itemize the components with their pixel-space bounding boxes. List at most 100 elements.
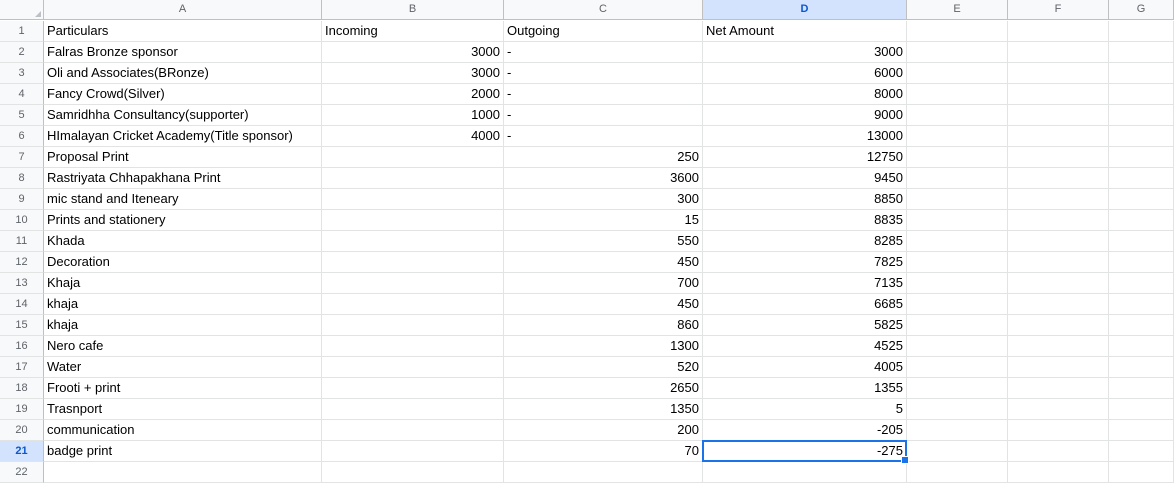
cell-c3[interactable]: - (504, 63, 703, 84)
cell-g16[interactable] (1109, 336, 1174, 357)
cell-g13[interactable] (1109, 273, 1174, 294)
cell-a17[interactable]: Water (44, 357, 322, 378)
cell-f21[interactable] (1008, 441, 1109, 462)
cell-d22[interactable] (703, 462, 907, 483)
row-header[interactable]: 18 (0, 378, 44, 399)
row-header[interactable]: 8 (0, 168, 44, 189)
cell-c2[interactable]: - (504, 42, 703, 63)
row-header[interactable]: 16 (0, 336, 44, 357)
column-header-c[interactable]: C (504, 0, 703, 20)
cell-c4[interactable]: - (504, 84, 703, 105)
cell-e10[interactable] (907, 210, 1008, 231)
cell-c22[interactable] (504, 462, 703, 483)
cell-b15[interactable] (322, 315, 504, 336)
cell-b5[interactable]: 1000 (322, 105, 504, 126)
cell-a13[interactable]: Khaja (44, 273, 322, 294)
cell-g4[interactable] (1109, 84, 1174, 105)
cell-a7[interactable]: Proposal Print (44, 147, 322, 168)
cell-f12[interactable] (1008, 252, 1109, 273)
cell-b18[interactable] (322, 378, 504, 399)
cell-d6[interactable]: 13000 (703, 126, 907, 147)
cell-f14[interactable] (1008, 294, 1109, 315)
cell-g3[interactable] (1109, 63, 1174, 84)
cell-g15[interactable] (1109, 315, 1174, 336)
cell-b12[interactable] (322, 252, 504, 273)
cell-c16[interactable]: 1300 (504, 336, 703, 357)
cell-g10[interactable] (1109, 210, 1174, 231)
cell-d5[interactable]: 9000 (703, 105, 907, 126)
cell-f16[interactable] (1008, 336, 1109, 357)
cell-f3[interactable] (1008, 63, 1109, 84)
cell-d12[interactable]: 7825 (703, 252, 907, 273)
cell-d4[interactable]: 8000 (703, 84, 907, 105)
cell-a11[interactable]: Khada (44, 231, 322, 252)
cell-b11[interactable] (322, 231, 504, 252)
cell-d17[interactable]: 4005 (703, 357, 907, 378)
cell-e21[interactable] (907, 441, 1008, 462)
cell-b22[interactable] (322, 462, 504, 483)
cell-g11[interactable] (1109, 231, 1174, 252)
cell-e12[interactable] (907, 252, 1008, 273)
cell-g2[interactable] (1109, 42, 1174, 63)
cell-f22[interactable] (1008, 462, 1109, 483)
cell-c6[interactable]: - (504, 126, 703, 147)
cell-f18[interactable] (1008, 378, 1109, 399)
cell-g20[interactable] (1109, 420, 1174, 441)
cell-b16[interactable] (322, 336, 504, 357)
cell-b2[interactable]: 3000 (322, 42, 504, 63)
cell-f11[interactable] (1008, 231, 1109, 252)
cell-e11[interactable] (907, 231, 1008, 252)
cell-c9[interactable]: 300 (504, 189, 703, 210)
cell-f7[interactable] (1008, 147, 1109, 168)
cell-c21[interactable]: 70 (504, 441, 703, 462)
select-all-corner[interactable] (0, 0, 44, 20)
cell-e6[interactable] (907, 126, 1008, 147)
cell-e20[interactable] (907, 420, 1008, 441)
cell-e1[interactable] (907, 21, 1008, 42)
cell-d20[interactable]: -205 (703, 420, 907, 441)
cell-a10[interactable]: Prints and stationery (44, 210, 322, 231)
cell-d9[interactable]: 8850 (703, 189, 907, 210)
cell-a21[interactable]: badge print (44, 441, 322, 462)
cell-c13[interactable]: 700 (504, 273, 703, 294)
cell-f15[interactable] (1008, 315, 1109, 336)
cell-a18[interactable]: Frooti + print (44, 378, 322, 399)
cell-a5[interactable]: Samridhha Consultancy(supporter) (44, 105, 322, 126)
cell-f13[interactable] (1008, 273, 1109, 294)
cell-a16[interactable]: Nero cafe (44, 336, 322, 357)
cell-c11[interactable]: 550 (504, 231, 703, 252)
cell-c5[interactable]: - (504, 105, 703, 126)
cell-b20[interactable] (322, 420, 504, 441)
row-header[interactable]: 5 (0, 105, 44, 126)
cell-e5[interactable] (907, 105, 1008, 126)
cell-e14[interactable] (907, 294, 1008, 315)
row-header[interactable]: 11 (0, 231, 44, 252)
cell-e8[interactable] (907, 168, 1008, 189)
cell-c7[interactable]: 250 (504, 147, 703, 168)
cell-a22[interactable] (44, 462, 322, 483)
cell-a12[interactable]: Decoration (44, 252, 322, 273)
row-header[interactable]: 17 (0, 357, 44, 378)
cell-e2[interactable] (907, 42, 1008, 63)
cell-g8[interactable] (1109, 168, 1174, 189)
cell-b3[interactable]: 3000 (322, 63, 504, 84)
cell-c10[interactable]: 15 (504, 210, 703, 231)
cell-e4[interactable] (907, 84, 1008, 105)
cell-f8[interactable] (1008, 168, 1109, 189)
cell-b1[interactable]: Incoming (322, 21, 504, 42)
cell-b8[interactable] (322, 168, 504, 189)
row-header[interactable]: 19 (0, 399, 44, 420)
cell-g6[interactable] (1109, 126, 1174, 147)
cell-g14[interactable] (1109, 294, 1174, 315)
cell-e9[interactable] (907, 189, 1008, 210)
cell-f2[interactable] (1008, 42, 1109, 63)
cell-g7[interactable] (1109, 147, 1174, 168)
cell-b17[interactable] (322, 357, 504, 378)
cell-d1[interactable]: Net Amount (703, 21, 907, 42)
row-header[interactable]: 13 (0, 273, 44, 294)
cell-d15[interactable]: 5825 (703, 315, 907, 336)
cell-f17[interactable] (1008, 357, 1109, 378)
cell-f9[interactable] (1008, 189, 1109, 210)
cell-d18[interactable]: 1355 (703, 378, 907, 399)
cell-c8[interactable]: 3600 (504, 168, 703, 189)
